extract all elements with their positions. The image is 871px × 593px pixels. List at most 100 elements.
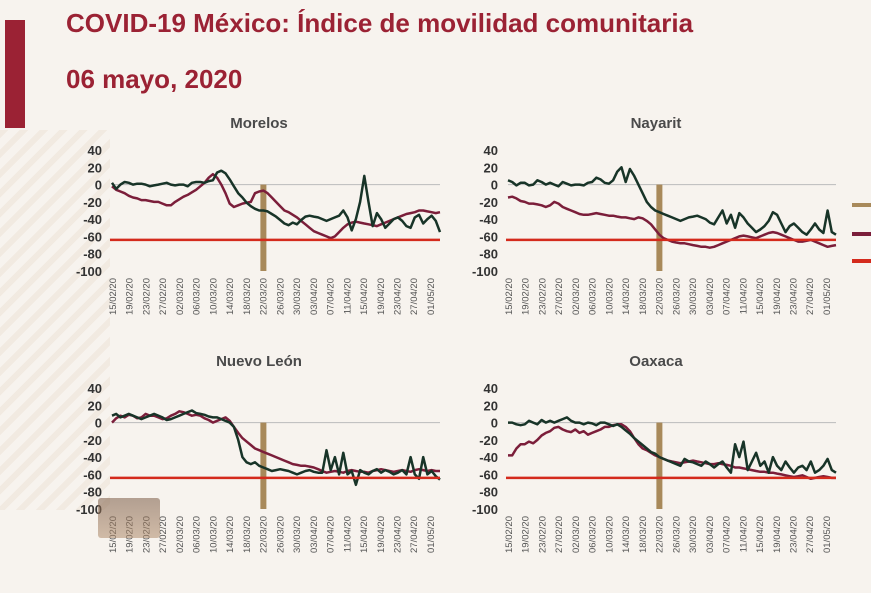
page-subtitle: 06 mayo, 2020 bbox=[66, 64, 243, 94]
y-tick-label: -100 bbox=[76, 264, 102, 279]
series-a-line bbox=[111, 410, 440, 474]
chart-morelos: Morelos 40 20 0 -20 -40 -60 -80 -100 15/02/20 19/0… bbox=[76, 115, 442, 315]
x-tick-label: 07/04/20 bbox=[722, 278, 733, 315]
x-tick-label: 01/05/20 bbox=[426, 278, 437, 315]
x-tick-label: 22/03/20 bbox=[259, 278, 270, 315]
x-tick-label: 30/03/20 bbox=[688, 516, 699, 553]
y-tick-label: -60 bbox=[479, 467, 498, 482]
x-tick-label: 06/03/20 bbox=[192, 278, 203, 315]
x-tick-label: 22/03/20 bbox=[655, 278, 666, 315]
y-tick-label: 20 bbox=[484, 160, 498, 175]
x-tick-label: 11/04/20 bbox=[738, 278, 749, 314]
event-marker-bar bbox=[656, 422, 663, 509]
x-tick-label: 06/03/20 bbox=[588, 278, 599, 315]
page-title: COVID-19 México: Índice de movilidad com… bbox=[66, 8, 694, 38]
x-tick-label: 26/03/20 bbox=[275, 278, 286, 315]
series-b-line bbox=[507, 166, 837, 236]
x-tick-label: 14/03/20 bbox=[621, 516, 632, 553]
chart-oaxaca: Oaxaca 40 20 0 -20 -40 -60 -80 -100 15/02/20 19/02… bbox=[472, 353, 837, 553]
x-tick-label: 26/03/20 bbox=[671, 278, 682, 315]
y-tick-label: 40 bbox=[88, 381, 102, 396]
y-tick-label: -40 bbox=[479, 212, 498, 227]
x-tick-label: 02/03/20 bbox=[175, 278, 186, 315]
x-tick-label: 07/04/20 bbox=[326, 516, 337, 553]
x-tick-label: 19/04/20 bbox=[772, 516, 783, 553]
x-tick-label: 15/04/20 bbox=[755, 278, 766, 315]
x-tick-label: 22/03/20 bbox=[655, 516, 666, 553]
x-tick-label: 11/04/20 bbox=[738, 516, 749, 552]
x-tick-label: 14/03/20 bbox=[225, 516, 236, 553]
x-tick-label: 14/03/20 bbox=[621, 278, 632, 315]
x-tick-label: 02/03/20 bbox=[175, 516, 186, 553]
x-tick-label: 18/03/20 bbox=[638, 516, 649, 553]
y-tick-label: -40 bbox=[83, 450, 102, 465]
x-tick-label: 15/02/20 bbox=[504, 516, 515, 553]
x-tick-label: 27/02/20 bbox=[554, 516, 565, 553]
x-tick-label: 27/02/20 bbox=[554, 278, 565, 315]
y-tick-label: 20 bbox=[88, 398, 102, 413]
x-tick-label: 01/05/20 bbox=[822, 516, 833, 553]
chart-title: Morelos bbox=[230, 115, 288, 132]
x-tick-label: 18/03/20 bbox=[638, 278, 649, 315]
series-a-line bbox=[111, 172, 441, 240]
x-tick-label: 30/03/20 bbox=[688, 278, 699, 315]
x-tick-label: 06/03/20 bbox=[588, 516, 599, 553]
x-tick-label: 15/02/20 bbox=[504, 278, 515, 315]
chart-nuevo-le-n: Nuevo León40200-20-40-60-80-10015/02/201… bbox=[76, 353, 441, 553]
x-tick-label: 23/04/20 bbox=[788, 278, 799, 315]
y-tick-label: -100 bbox=[76, 502, 102, 517]
y-tick-label: 0 bbox=[95, 416, 102, 431]
x-tick-label: 10/03/20 bbox=[208, 516, 219, 553]
legend-marker-swatch bbox=[852, 203, 871, 207]
x-tick-label: 03/04/20 bbox=[309, 278, 320, 315]
y-tick-label: -60 bbox=[479, 229, 498, 244]
series-a-line bbox=[508, 423, 836, 481]
chart-nayarit: Nayarit 40 20 0 -20 -40 -60 -80 -100 15/02/20 19/0… bbox=[472, 115, 837, 315]
x-tick-label: 02/03/20 bbox=[571, 516, 582, 553]
y-tick-label: 20 bbox=[484, 398, 498, 413]
x-tick-label: 19/04/20 bbox=[772, 278, 783, 315]
x-tick-label: 30/03/20 bbox=[292, 278, 303, 315]
y-tick-label: -20 bbox=[479, 195, 498, 210]
y-tick-label: -100 bbox=[472, 264, 498, 279]
x-tick-label: 02/03/20 bbox=[571, 278, 582, 315]
x-tick-label: 23/04/20 bbox=[392, 516, 403, 553]
x-tick-label: 27/02/20 bbox=[158, 278, 169, 315]
y-tick-label: 0 bbox=[491, 178, 498, 193]
x-tick-label: 26/03/20 bbox=[671, 516, 682, 553]
background-watermark bbox=[0, 130, 110, 510]
x-tick-label: 15/04/20 bbox=[359, 516, 370, 553]
y-tick-label: 40 bbox=[484, 381, 498, 396]
x-tick-label: 19/02/20 bbox=[521, 516, 532, 553]
x-tick-label: 03/04/20 bbox=[705, 278, 716, 315]
chart-title: Nayarit bbox=[631, 115, 682, 132]
x-tick-label: 10/03/20 bbox=[208, 278, 219, 315]
x-tick-label: 27/04/20 bbox=[409, 516, 420, 553]
series-a-line bbox=[507, 195, 837, 249]
x-tick-label: 10/03/20 bbox=[604, 278, 615, 315]
x-tick-label: 18/03/20 bbox=[242, 278, 253, 315]
x-tick-label: 23/02/20 bbox=[537, 278, 548, 315]
y-tick-label: -80 bbox=[83, 485, 102, 500]
y-tick-label: -20 bbox=[83, 433, 102, 448]
y-tick-label: -80 bbox=[83, 247, 102, 262]
brand-accent-bar bbox=[5, 20, 25, 128]
x-tick-label: 19/02/20 bbox=[125, 278, 136, 315]
y-tick-label: -20 bbox=[83, 195, 102, 210]
x-tick-label: 15/02/20 bbox=[108, 278, 119, 315]
x-tick-label: 06/03/20 bbox=[192, 516, 203, 553]
y-tick-label: 0 bbox=[95, 178, 102, 193]
chart-title: Nuevo León bbox=[216, 353, 302, 370]
x-tick-label: 01/05/20 bbox=[822, 278, 833, 315]
chart-title: Oaxaca bbox=[629, 353, 683, 370]
event-marker-bar bbox=[656, 184, 663, 271]
x-tick-label: 11/04/20 bbox=[342, 516, 353, 552]
y-tick-label: 40 bbox=[484, 143, 498, 158]
y-tick-label: 0 bbox=[491, 416, 498, 431]
series-b-line bbox=[111, 409, 441, 487]
x-tick-label: 15/04/20 bbox=[359, 278, 370, 315]
x-tick-label: 27/04/20 bbox=[805, 278, 816, 315]
x-tick-label: 03/04/20 bbox=[705, 516, 716, 553]
x-tick-label: 27/02/20 bbox=[158, 516, 169, 553]
